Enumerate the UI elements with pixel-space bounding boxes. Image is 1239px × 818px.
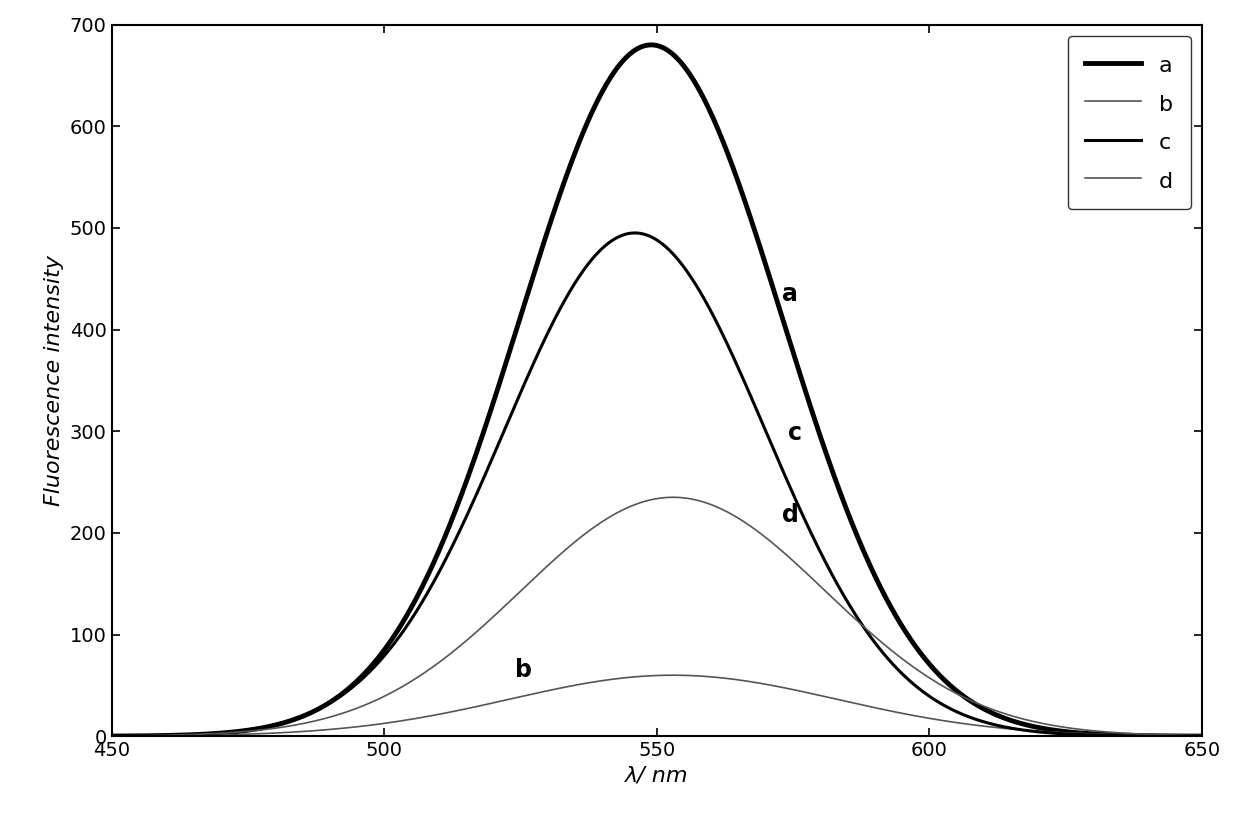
c [1194, 731, 1209, 741]
a [522, 282, 536, 292]
b [294, 726, 309, 736]
d [1194, 730, 1209, 740]
a [104, 731, 119, 741]
Line: c: c [112, 233, 1202, 736]
c [570, 275, 585, 285]
Line: a: a [112, 45, 1202, 736]
a [1056, 726, 1070, 736]
c [522, 367, 536, 377]
Y-axis label: Fluorescence intensity: Fluorescence intensity [45, 255, 64, 506]
Text: c: c [788, 421, 802, 445]
d [1056, 722, 1070, 732]
b [1173, 730, 1188, 740]
X-axis label: λ/ nm: λ/ nm [624, 766, 689, 785]
a [570, 143, 585, 153]
a [644, 40, 659, 50]
a [1173, 731, 1188, 741]
Line: b: b [112, 675, 1202, 736]
a [1194, 731, 1209, 741]
b [228, 730, 243, 739]
d [228, 727, 243, 737]
c [628, 228, 643, 238]
d [104, 731, 119, 741]
d [522, 578, 536, 587]
d [570, 535, 585, 545]
b [665, 670, 680, 680]
c [294, 712, 309, 721]
Legend: a, b, c, d: a, b, c, d [1068, 36, 1191, 209]
Line: d: d [112, 497, 1202, 736]
c [228, 726, 243, 736]
d [294, 719, 309, 729]
c [1173, 731, 1188, 741]
d [1173, 730, 1188, 740]
b [570, 680, 585, 690]
c [104, 731, 119, 741]
b [1194, 731, 1209, 741]
c [1056, 729, 1070, 739]
b [1056, 728, 1070, 738]
d [665, 492, 680, 502]
b [522, 690, 536, 699]
Text: b: b [515, 658, 532, 682]
b [104, 731, 119, 741]
a [294, 712, 309, 722]
a [228, 727, 243, 737]
Text: d: d [782, 502, 799, 527]
Text: a: a [782, 282, 798, 306]
